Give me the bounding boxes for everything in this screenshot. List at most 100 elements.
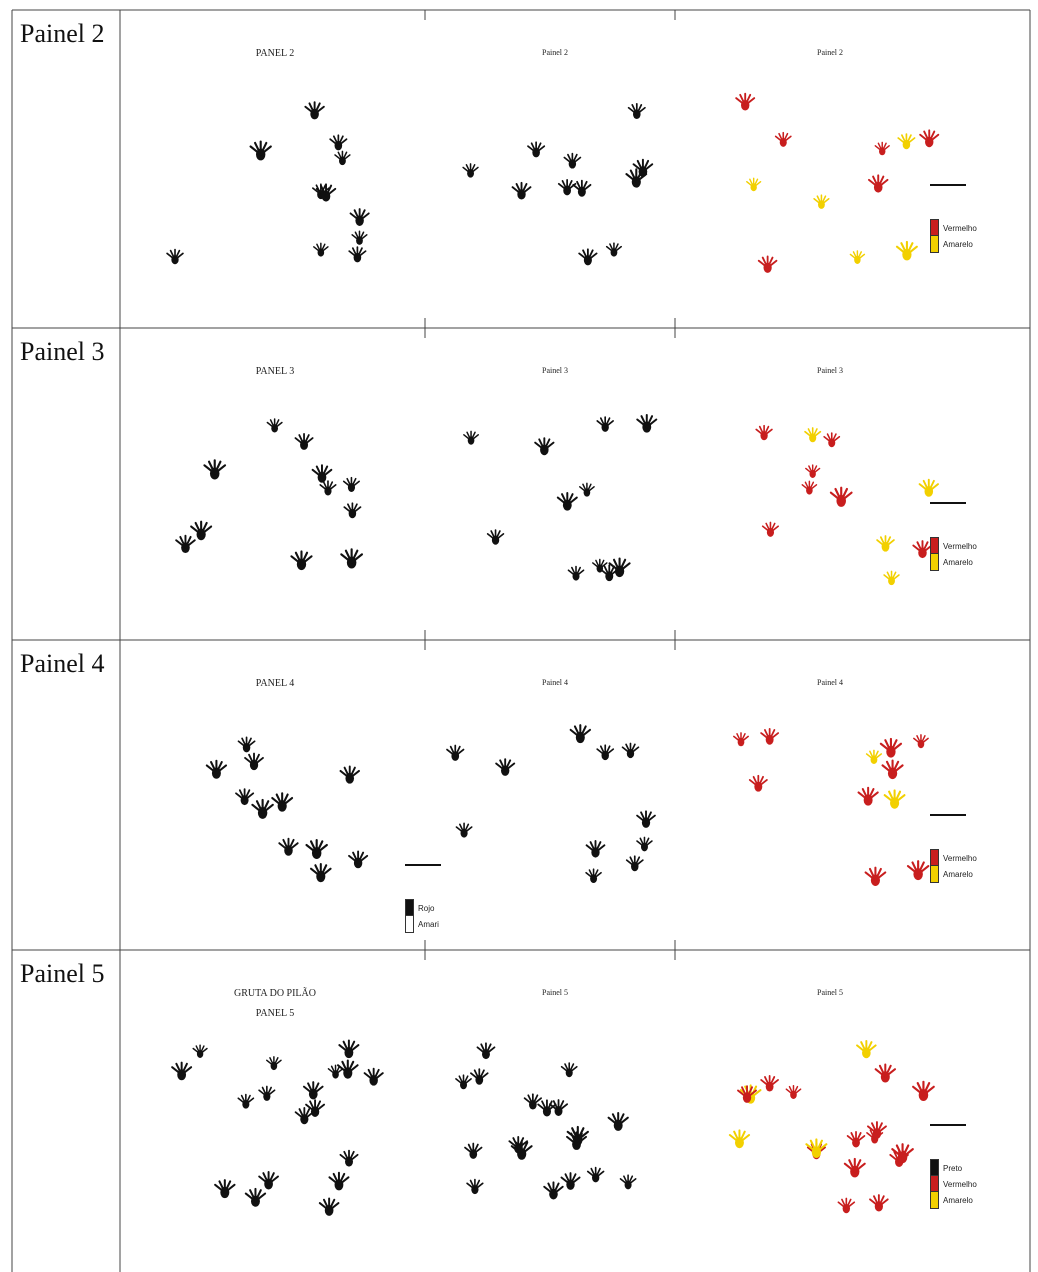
petroglyph <box>869 1194 889 1212</box>
legend-label: Amarelo <box>943 557 973 567</box>
glyph-finger <box>928 133 940 143</box>
glyph-finger <box>901 1148 914 1159</box>
glyph-finger <box>243 792 255 802</box>
glyph-finger <box>267 1175 279 1185</box>
petroglyph <box>605 242 622 257</box>
petroglyph <box>592 558 608 573</box>
glyph-finger <box>890 574 900 582</box>
glyph-finger <box>504 762 516 772</box>
glyph-finger <box>337 138 348 147</box>
panel-title: Painel 5 <box>817 988 843 997</box>
panel-title: Painel 3 <box>817 366 843 375</box>
petroglyph <box>464 1142 483 1159</box>
glyph-finger <box>599 562 608 570</box>
glyph-finger <box>215 764 228 775</box>
petroglyph <box>339 1149 359 1167</box>
glyph-finger <box>312 1085 324 1096</box>
petroglyph <box>760 728 780 745</box>
petroglyph <box>266 418 283 433</box>
petroglyph <box>214 1179 236 1199</box>
petroglyph <box>735 92 756 111</box>
glyph-finger <box>472 1146 483 1155</box>
glyph-finger <box>768 1079 779 1088</box>
petroglyph <box>596 744 615 761</box>
glyph-finger <box>840 491 853 502</box>
glyph-finger <box>184 539 196 549</box>
panel-title: PANEL 3 <box>255 366 295 377</box>
glyph-finger <box>273 1059 282 1067</box>
row-label: Painel 2 <box>20 19 105 48</box>
petroglyph <box>636 413 658 433</box>
petroglyph <box>874 141 890 156</box>
glyph-finger <box>320 246 329 254</box>
legend-label: Amari <box>418 919 439 929</box>
glyph-finger <box>917 865 930 876</box>
glyph-finger <box>604 748 615 757</box>
petroglyph <box>829 486 853 507</box>
legend-item: Preto <box>930 1159 977 1177</box>
glyph-finger <box>531 1097 542 1106</box>
petroglyph <box>258 1085 276 1101</box>
petroglyph <box>549 1099 569 1117</box>
petroglyph <box>203 459 227 480</box>
petroglyph <box>511 181 532 200</box>
glyph-finger <box>877 1198 889 1208</box>
glyph-finger <box>811 430 822 439</box>
petroglyph <box>572 179 592 197</box>
glyph-finger <box>867 791 879 802</box>
panel-title: PANEL 5 <box>255 1008 295 1019</box>
glyph-finger <box>520 1145 533 1156</box>
legend-swatch <box>930 235 939 253</box>
glyph-finger <box>927 483 939 493</box>
petroglyph <box>801 480 818 495</box>
petroglyph <box>455 1074 472 1090</box>
petroglyph <box>912 1080 935 1101</box>
petroglyph <box>578 248 598 266</box>
petroglyph <box>636 810 656 828</box>
petroglyph <box>334 150 351 166</box>
petroglyph <box>636 836 653 852</box>
glyph-finger <box>199 1047 208 1055</box>
glyph-finger <box>325 187 337 198</box>
glyph-finger <box>586 486 595 494</box>
petroglyph <box>363 1067 384 1086</box>
glyph-finger <box>579 728 592 739</box>
petroglyph <box>864 866 887 886</box>
panel-title: Painel 5 <box>542 988 568 997</box>
glyph-finger <box>641 163 654 173</box>
glyph-finger <box>877 178 889 189</box>
glyph-finger <box>613 245 622 254</box>
glyph-finger <box>635 106 646 116</box>
legend-swatch <box>930 553 939 571</box>
petroglyph <box>619 1174 637 1190</box>
panel-title: Painel 3 <box>542 366 568 375</box>
petroglyph <box>569 724 592 744</box>
glyph-finger <box>633 859 644 868</box>
petroglyph <box>625 855 644 872</box>
petroglyph <box>166 248 184 265</box>
petroglyph <box>757 255 778 273</box>
legend-label: Vermelho <box>943 223 977 233</box>
petroglyph <box>463 430 479 445</box>
glyph-finger <box>347 1044 360 1054</box>
glyph-finger <box>757 779 768 788</box>
glyph-finger <box>485 1046 496 1056</box>
glyph-finger <box>566 496 578 507</box>
legend-item: Amarelo <box>930 553 977 571</box>
petroglyph <box>560 1172 581 1190</box>
legend-item: Vermelho <box>930 849 977 867</box>
petroglyph <box>918 478 939 497</box>
petroglyph <box>305 1099 326 1117</box>
petroglyph <box>294 1107 315 1125</box>
petroglyph <box>343 502 362 519</box>
glyph-finger <box>328 1202 340 1212</box>
glyph-finger <box>884 1068 897 1078</box>
glyph-finger <box>245 740 256 749</box>
petroglyph <box>313 242 329 257</box>
petroglyph <box>311 464 333 483</box>
glyph-finger <box>174 252 184 261</box>
legend: Vermelho Amarelo <box>930 537 977 571</box>
glyph-finger <box>348 769 360 780</box>
petroglyph <box>470 1068 489 1085</box>
glyph-finger <box>253 756 264 766</box>
